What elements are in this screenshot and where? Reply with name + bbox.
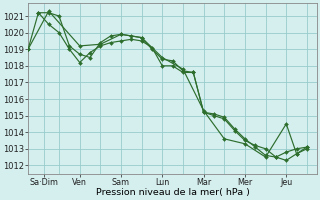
X-axis label: Pression niveau de la mer( hPa ): Pression niveau de la mer( hPa ) (96, 188, 250, 197)
